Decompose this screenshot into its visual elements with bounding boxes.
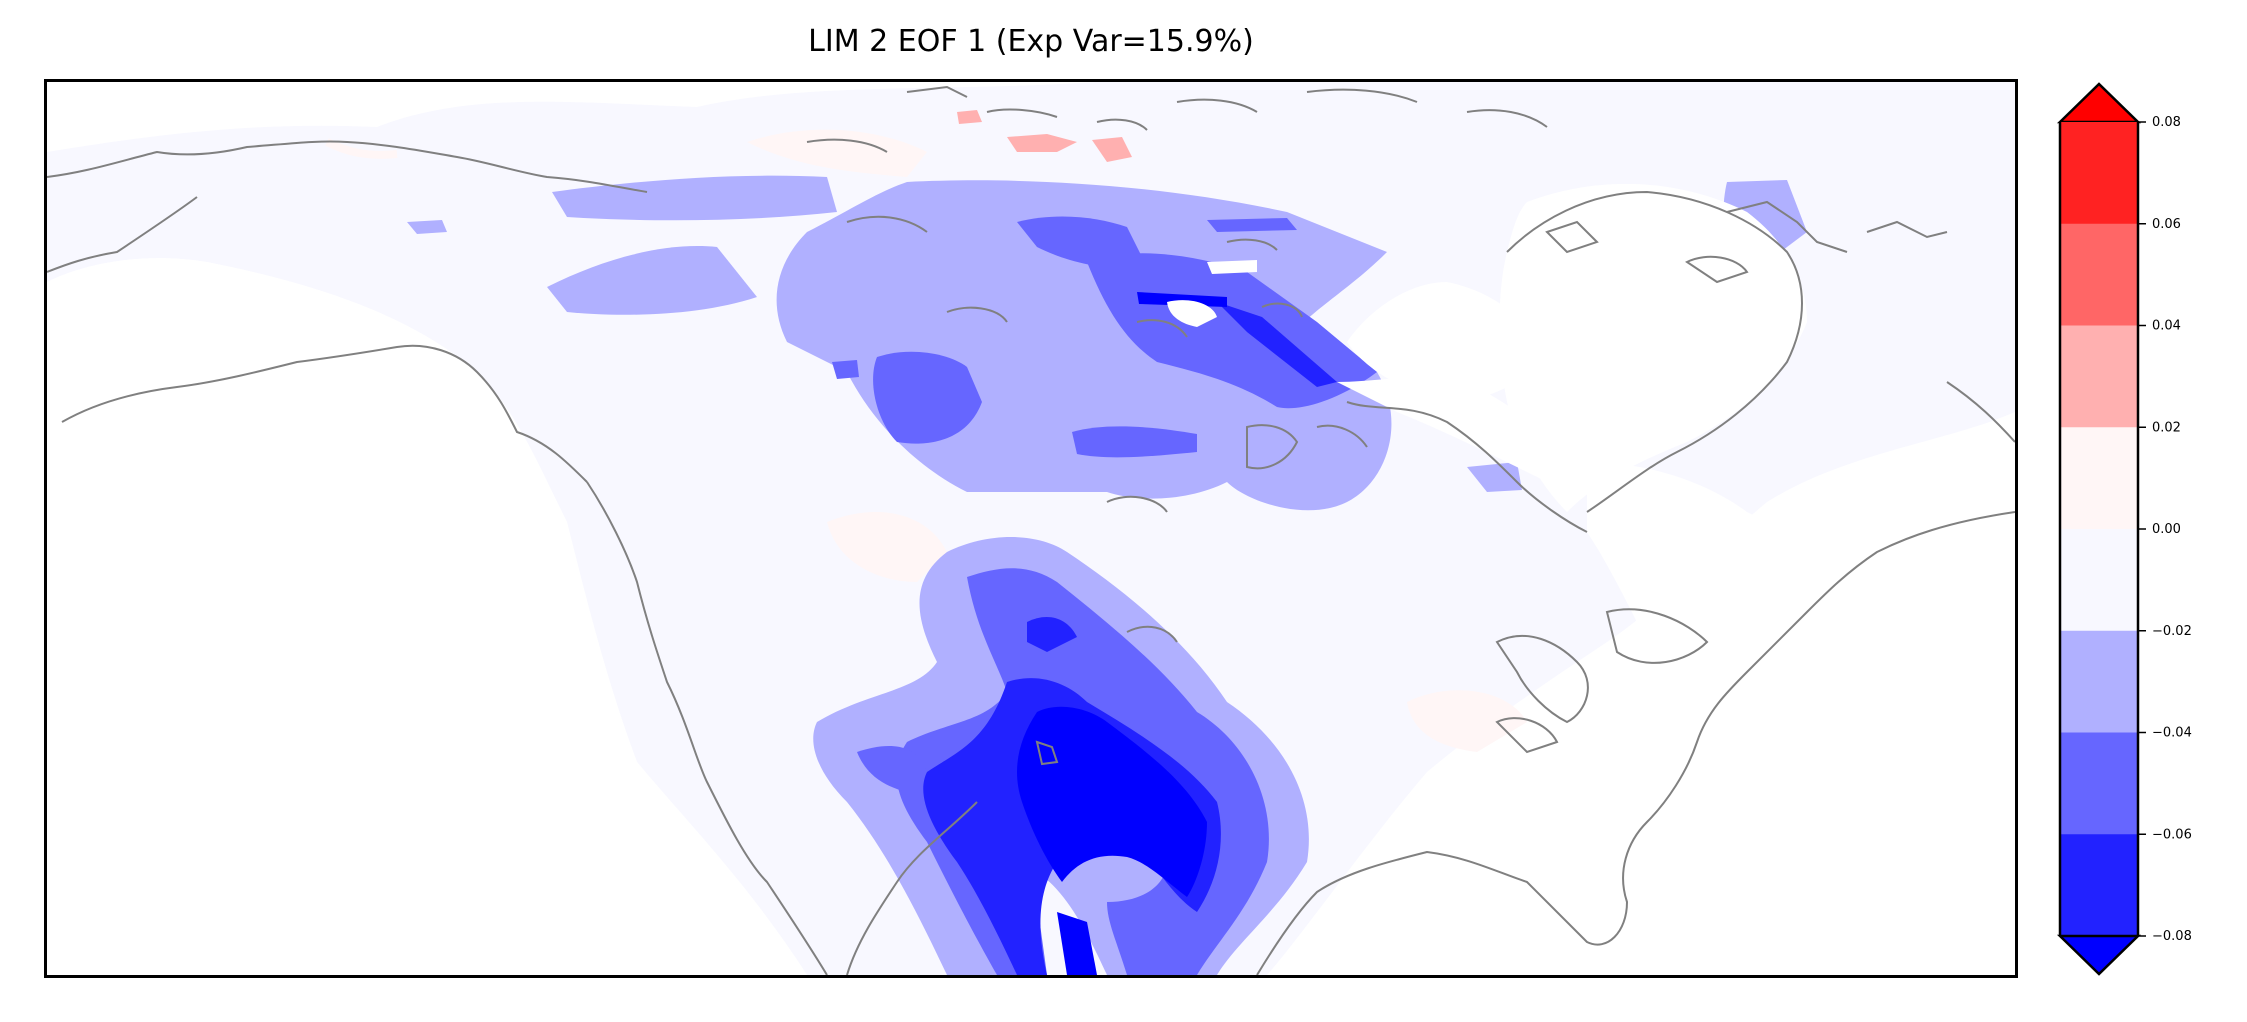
colorbar-tick-label: 0.08 (2152, 115, 2181, 130)
colorbar-swatch (2060, 223, 2138, 326)
colorbar-swatch (2060, 325, 2138, 428)
colorbar-swatch (2060, 834, 2138, 937)
colorbar-tick-label: 0.04 (2152, 319, 2181, 334)
map-svg (47, 82, 2015, 975)
colorbar-swatch (2060, 529, 2138, 632)
coastlines (47, 85, 2015, 975)
map-panel (44, 79, 2018, 978)
colorbar-extend-bottom (2056, 934, 2142, 976)
colorbar-ticks: 0.08 0.06 0.04 0.02 0.00 −0.02 −0.04 −0.06 −0.08 (2138, 115, 2192, 944)
figure-title: LIM 2 EOF 1 (Exp Var=15.9%) (808, 24, 1254, 59)
colorbar-tick-label: −0.08 (2152, 929, 2192, 944)
colorbar-swatch (2060, 732, 2138, 835)
colorbar-svg: 0.08 0.06 0.04 0.02 0.00 −0.02 −0.04 −0.06 −0.08 (2056, 82, 2192, 976)
colorbar-swatches (2056, 82, 2142, 976)
colorbar: 0.08 0.06 0.04 0.02 0.00 −0.02 −0.04 −0.06 −0.08 (2055, 80, 2225, 980)
colorbar-tick-label: 0.06 (2152, 217, 2181, 232)
colorbar-tick-label: −0.06 (2152, 827, 2192, 842)
ocean-mask (47, 183, 2015, 975)
colorbar-tick-label: 0.00 (2152, 522, 2181, 537)
colorbar-extend-top (2056, 82, 2142, 124)
field-negative-strong (923, 292, 1337, 975)
colorbar-tick-label: −0.02 (2152, 624, 2192, 639)
colorbar-swatch (2060, 427, 2138, 530)
colorbar-tick-label: 0.02 (2152, 420, 2181, 435)
colorbar-swatch (2060, 122, 2138, 225)
colorbar-tick-label: −0.04 (2152, 726, 2192, 741)
field-positive (957, 110, 1132, 162)
colorbar-swatch (2060, 630, 2138, 733)
